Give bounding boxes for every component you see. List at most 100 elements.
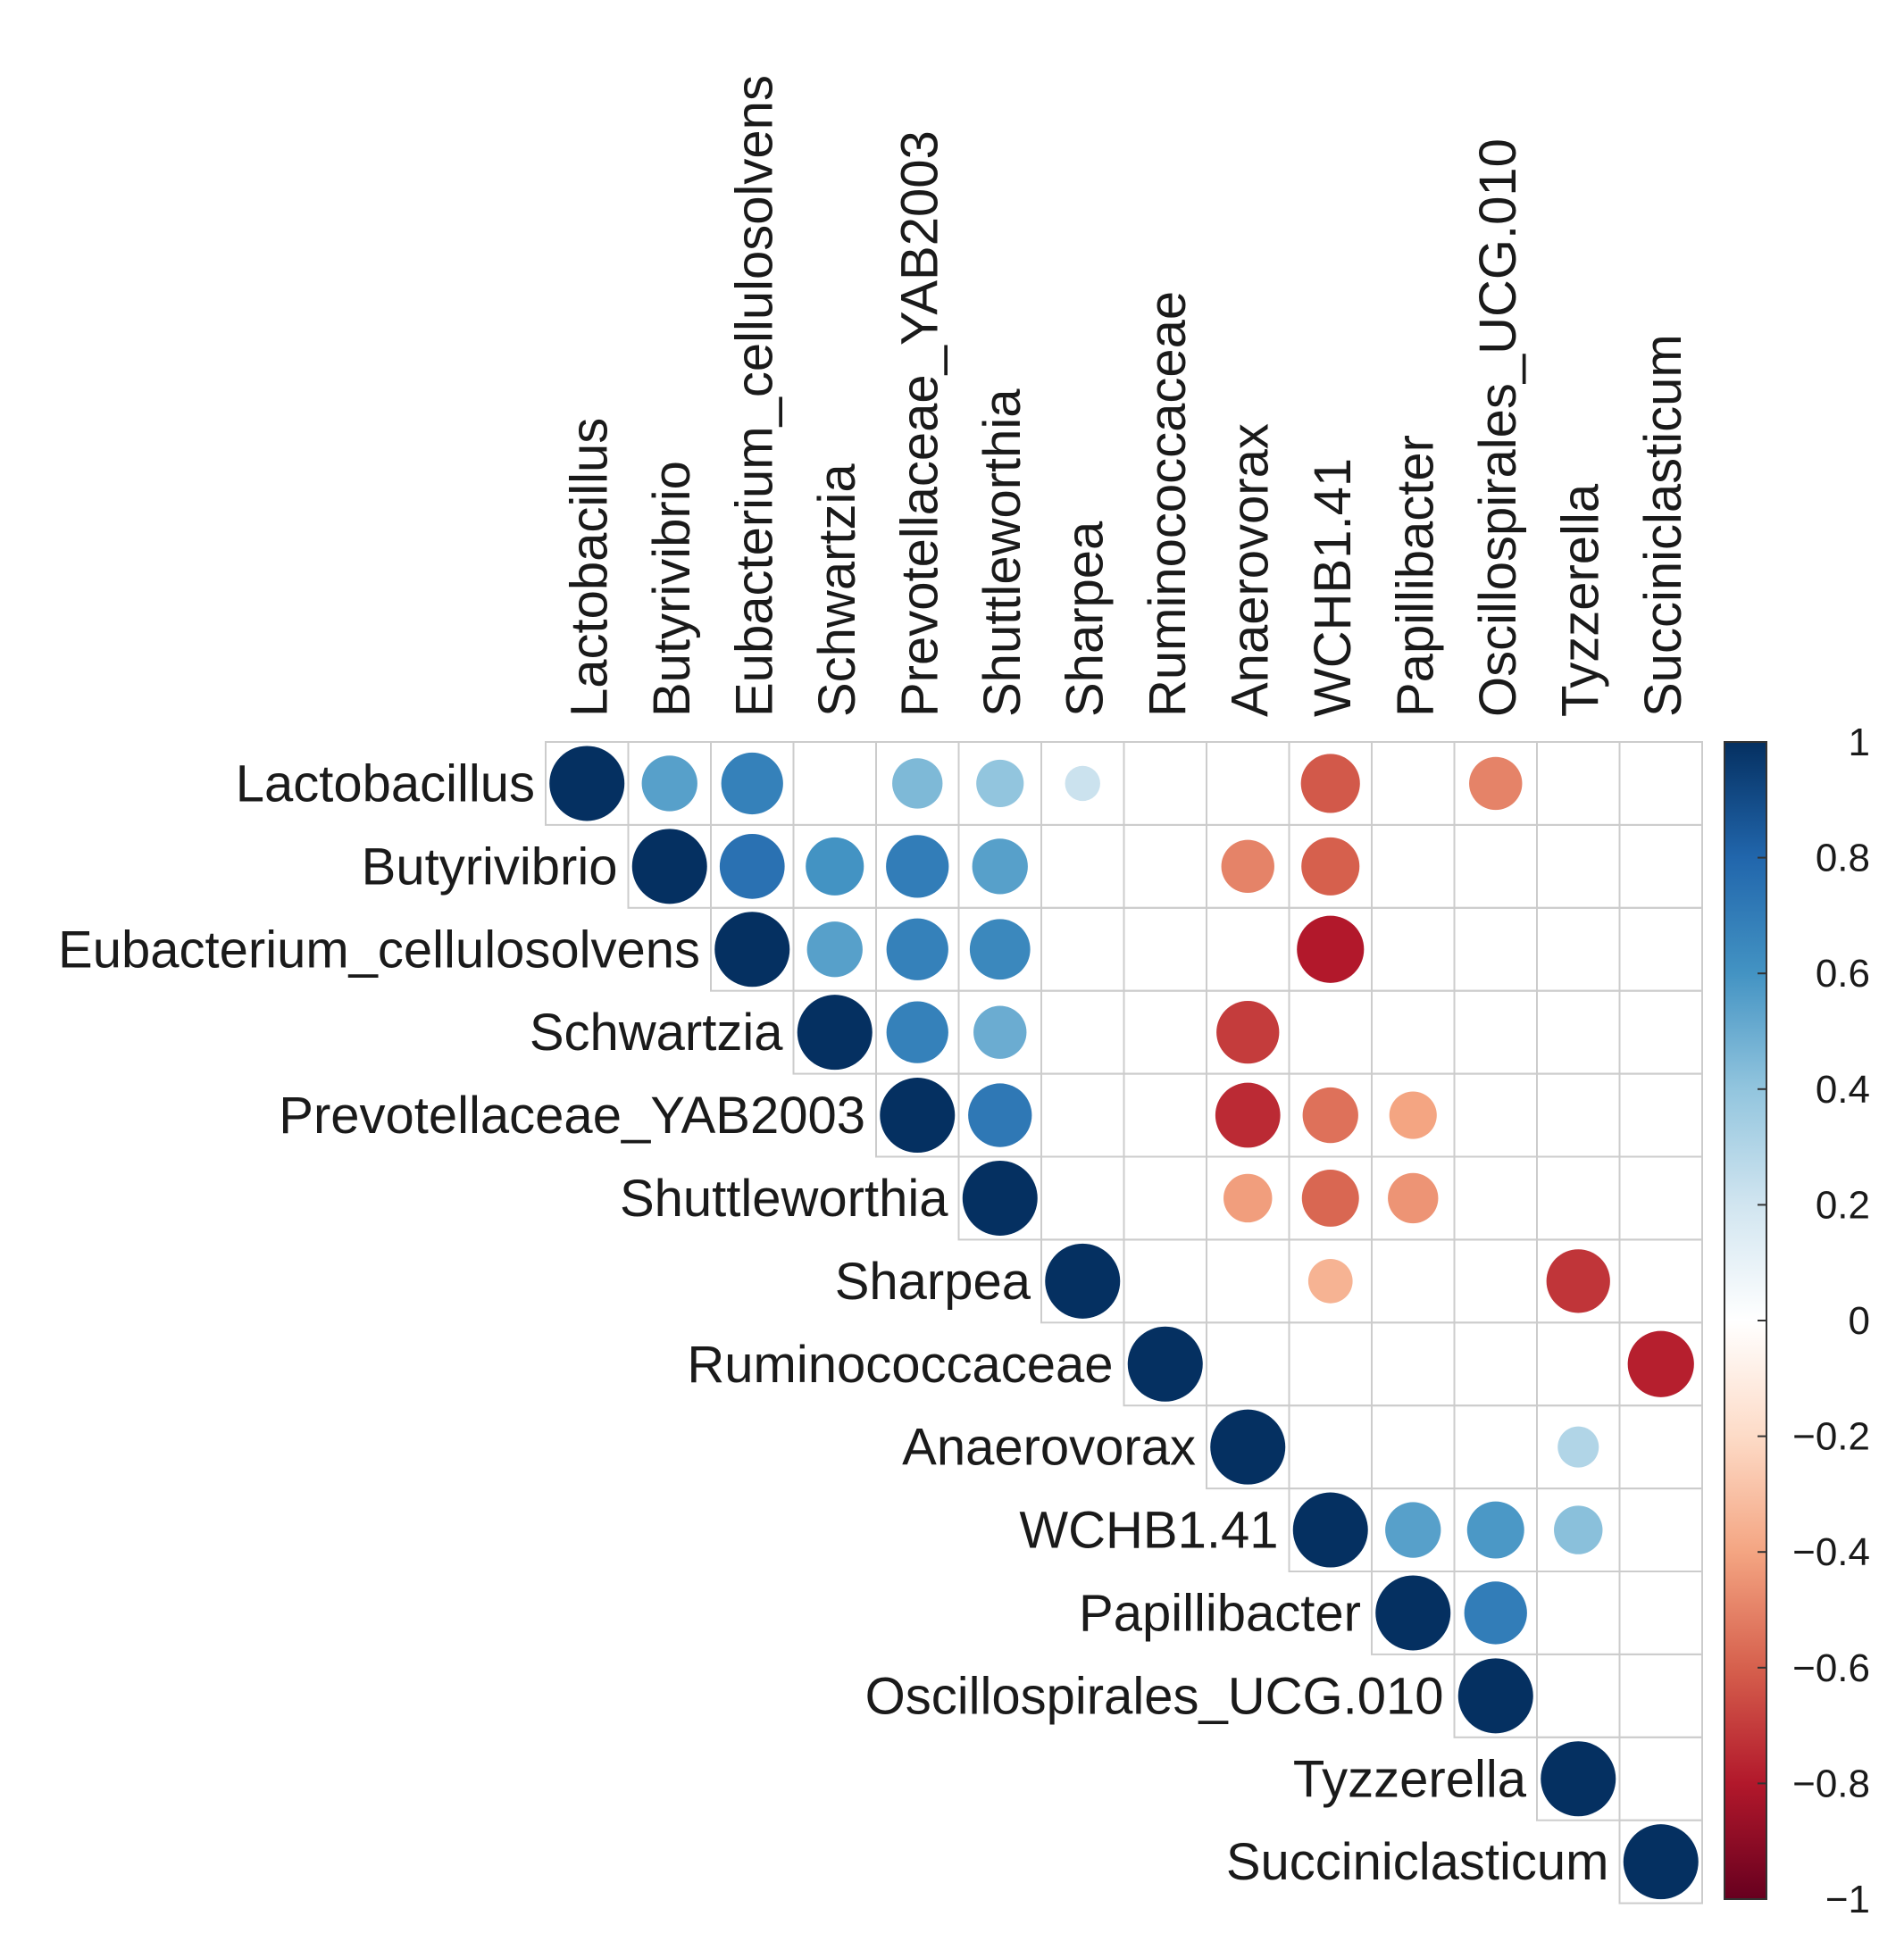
corr-circle-1-8 bbox=[1221, 839, 1274, 894]
grid-cell-7-10 bbox=[1371, 1321, 1456, 1407]
col-label-8: Anaerovorax bbox=[1221, 423, 1279, 717]
col-label-6: Sharpea bbox=[1056, 521, 1114, 717]
grid-cell-1-11 bbox=[1453, 823, 1538, 909]
grid-cell-8-13 bbox=[1618, 1404, 1703, 1490]
colorbar-tick-label-10: −1 bbox=[1825, 1878, 1870, 1921]
corr-circle-6-12 bbox=[1546, 1249, 1610, 1313]
row-labels: Lactobacillus Butyrivibrio Eubacterium_cel… bbox=[58, 754, 1608, 1891]
grid-cell-3-10 bbox=[1371, 989, 1456, 1075]
corr-circle-7-7 bbox=[1127, 1326, 1203, 1402]
corr-circle-5-9 bbox=[1301, 1169, 1359, 1227]
grid-cell-6-13 bbox=[1618, 1238, 1703, 1324]
row-label-2: Eubacterium_cellulosolvens bbox=[58, 921, 700, 979]
grid-cell-8-11 bbox=[1453, 1404, 1538, 1490]
corr-circle-2-2 bbox=[714, 912, 790, 988]
grid-cell-7-12 bbox=[1536, 1321, 1621, 1407]
colorbar-tick-label-1: 0.8 bbox=[1816, 837, 1870, 880]
grid-cell-7-9 bbox=[1288, 1321, 1373, 1407]
corr-circle-5-8 bbox=[1223, 1173, 1273, 1223]
corr-circle-4-8 bbox=[1215, 1082, 1281, 1148]
corr-circle-9-12 bbox=[1554, 1505, 1603, 1554]
grid-cell-1-12 bbox=[1536, 823, 1621, 909]
grid-cell-2-6 bbox=[1040, 906, 1125, 992]
grid-cell-3-11 bbox=[1453, 989, 1538, 1075]
corr-circle-3-4 bbox=[886, 1001, 948, 1063]
corr-circle-0-2 bbox=[721, 752, 783, 815]
col-label-11: Oscillospirales_UCG.010 bbox=[1469, 138, 1527, 717]
grid-cell-5-6 bbox=[1040, 1155, 1125, 1241]
row-label-6: Sharpea bbox=[835, 1253, 1031, 1311]
corr-circle-13-13 bbox=[1623, 1824, 1699, 1900]
corr-circle-8-8 bbox=[1210, 1409, 1286, 1485]
grid-cell-4-11 bbox=[1453, 1072, 1538, 1158]
col-label-1: Butyrivibrio bbox=[643, 461, 701, 717]
row-label-4: Prevotellaceae_YAB2003 bbox=[279, 1087, 865, 1145]
colorbar-tick-label-6: −0.2 bbox=[1792, 1415, 1870, 1459]
colorbar-tick-label-4: 0.2 bbox=[1816, 1183, 1870, 1227]
grid-cell-8-9 bbox=[1288, 1404, 1373, 1490]
grid-cell-3-13 bbox=[1618, 989, 1703, 1075]
grid-cell-2-13 bbox=[1618, 906, 1703, 992]
grid-cell-3-12 bbox=[1536, 989, 1621, 1075]
grid-cell-5-13 bbox=[1618, 1155, 1703, 1241]
corr-circle-6-9 bbox=[1307, 1259, 1353, 1304]
grid-cell-4-6 bbox=[1040, 1072, 1125, 1158]
corr-circle-1-5 bbox=[972, 838, 1028, 895]
grid-cell-3-9 bbox=[1288, 989, 1373, 1075]
corr-circle-10-10 bbox=[1375, 1575, 1451, 1651]
col-label-0: Lactobacillus bbox=[560, 418, 618, 717]
grid-cell-1-7 bbox=[1123, 823, 1207, 909]
corr-circle-1-2 bbox=[719, 833, 785, 899]
colorbar-tick-label-5: 0 bbox=[1849, 1299, 1870, 1343]
corr-circle-1-9 bbox=[1301, 837, 1360, 896]
corr-circle-1-3 bbox=[806, 837, 864, 896]
grid-cell-10-12 bbox=[1536, 1571, 1621, 1655]
grid-cell-11-12 bbox=[1536, 1653, 1621, 1738]
corr-circle-9-9 bbox=[1292, 1492, 1368, 1568]
corr-circle-3-8 bbox=[1216, 1001, 1280, 1064]
corr-circle-2-3 bbox=[806, 921, 863, 978]
corr-circle-5-5 bbox=[962, 1160, 1038, 1236]
corr-circle-6-6 bbox=[1045, 1243, 1121, 1319]
grid-cell-6-10 bbox=[1371, 1238, 1456, 1324]
colorbar-tick-label-0: 1 bbox=[1849, 721, 1870, 764]
colorbar-tick-label-3: 0.4 bbox=[1816, 1068, 1870, 1112]
row-label-5: Shuttleworthia bbox=[620, 1170, 948, 1228]
grid-cell-5-7 bbox=[1123, 1155, 1207, 1241]
row-label-12: Tyzzerella bbox=[1293, 1750, 1527, 1808]
corr-circle-1-1 bbox=[631, 829, 707, 904]
col-label-10: Papillibacter bbox=[1386, 435, 1444, 717]
grid-cell-10-13 bbox=[1618, 1571, 1703, 1655]
col-label-13: Succiniclasticum bbox=[1634, 334, 1692, 717]
corr-circle-0-0 bbox=[549, 746, 625, 821]
corr-circle-1-4 bbox=[886, 835, 949, 898]
colorbar-tick-label-2: 0.6 bbox=[1816, 952, 1870, 996]
corr-circle-4-10 bbox=[1389, 1091, 1437, 1139]
corr-circle-9-11 bbox=[1466, 1501, 1524, 1559]
colorbar-tick-label-9: −0.8 bbox=[1792, 1762, 1870, 1805]
grid-cell-0-3 bbox=[792, 741, 877, 826]
grid-cell-6-11 bbox=[1453, 1238, 1538, 1324]
col-label-5: Shuttleworthia bbox=[973, 388, 1031, 717]
corr-circle-5-10 bbox=[1388, 1172, 1439, 1224]
col-label-2: Eubacterium_cellulosolvens bbox=[725, 75, 783, 717]
column-labels: Lactobacillus Butyrivibrio Eubacterium_cel… bbox=[560, 75, 1692, 717]
grid-cell-2-12 bbox=[1536, 906, 1621, 992]
grid-cell-2-8 bbox=[1206, 906, 1290, 992]
grid-cell-8-10 bbox=[1371, 1404, 1456, 1490]
grid-cell-0-8 bbox=[1206, 741, 1290, 826]
grid-cell-12-13 bbox=[1618, 1736, 1703, 1821]
grid-cell-1-10 bbox=[1371, 823, 1456, 909]
grid-cell-0-7 bbox=[1123, 741, 1207, 826]
corr-circle-8-12 bbox=[1557, 1426, 1599, 1468]
row-label-0: Lactobacillus bbox=[236, 754, 535, 812]
row-label-1: Butyrivibrio bbox=[362, 838, 618, 896]
col-label-9: WCHB1.41 bbox=[1304, 458, 1362, 717]
grid-cell-0-12 bbox=[1536, 741, 1621, 826]
grid-cell-4-7 bbox=[1123, 1072, 1207, 1158]
grid-cell-3-6 bbox=[1040, 989, 1125, 1075]
grid-cell-1-6 bbox=[1040, 823, 1125, 909]
grid-cell-4-12 bbox=[1536, 1072, 1621, 1158]
corr-circle-10-11 bbox=[1464, 1581, 1527, 1645]
grid-cell-2-11 bbox=[1453, 906, 1538, 992]
